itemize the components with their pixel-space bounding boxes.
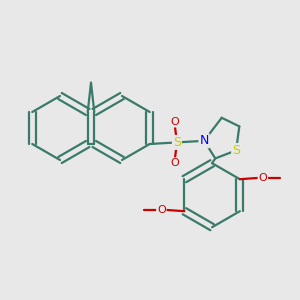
Text: O: O (157, 205, 166, 214)
Text: O: O (259, 172, 267, 183)
Text: S: S (173, 136, 181, 149)
Text: O: O (170, 117, 179, 127)
Text: O: O (170, 158, 179, 168)
Text: S: S (232, 144, 240, 157)
Text: N: N (200, 134, 209, 147)
